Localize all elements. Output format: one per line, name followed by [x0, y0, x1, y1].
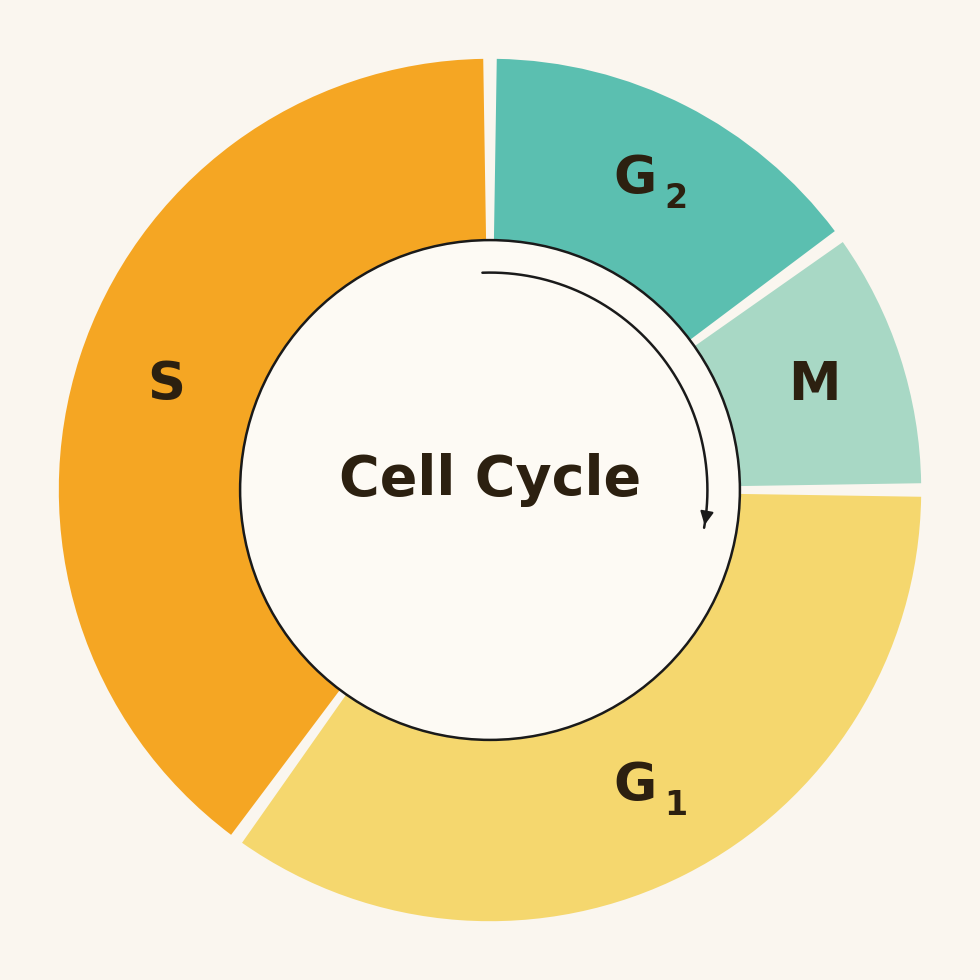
Text: G: G [613, 760, 657, 811]
Wedge shape [242, 494, 921, 921]
Wedge shape [494, 59, 835, 340]
Wedge shape [695, 242, 921, 486]
Text: 1: 1 [663, 789, 687, 821]
Wedge shape [59, 59, 486, 835]
Text: G: G [613, 153, 657, 205]
Text: M: M [788, 359, 840, 411]
Text: S: S [147, 359, 185, 411]
Text: Cell Cycle: Cell Cycle [339, 453, 641, 508]
Text: 2: 2 [663, 182, 687, 215]
Circle shape [240, 240, 740, 740]
